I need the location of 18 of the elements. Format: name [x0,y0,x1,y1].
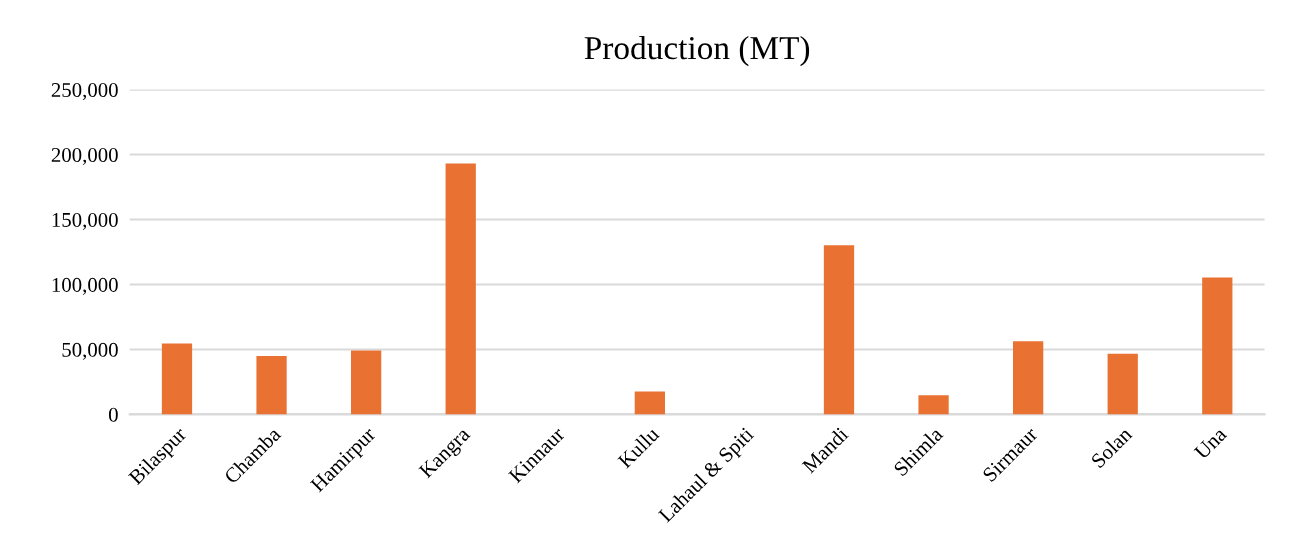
bar [351,350,382,415]
bar [256,356,287,415]
bar [634,391,665,415]
y-tick-label: 100,000 [52,277,118,295]
bar [1107,353,1138,415]
y-tick-label: 200,000 [51,147,118,165]
bar [161,343,193,415]
bar [1013,341,1044,415]
chart-title: Production (MT) [584,35,810,67]
y-tick-label: 250,000 [51,82,118,101]
bar [918,395,949,415]
bar [445,163,476,415]
y-tick-label: 50,000 [62,342,118,360]
x-tick-label: Una [1193,426,1228,461]
bar [823,245,855,415]
y-tick-label: 0 [108,407,118,422]
y-tick-label: 150,000 [52,212,118,230]
bar [1202,277,1233,415]
